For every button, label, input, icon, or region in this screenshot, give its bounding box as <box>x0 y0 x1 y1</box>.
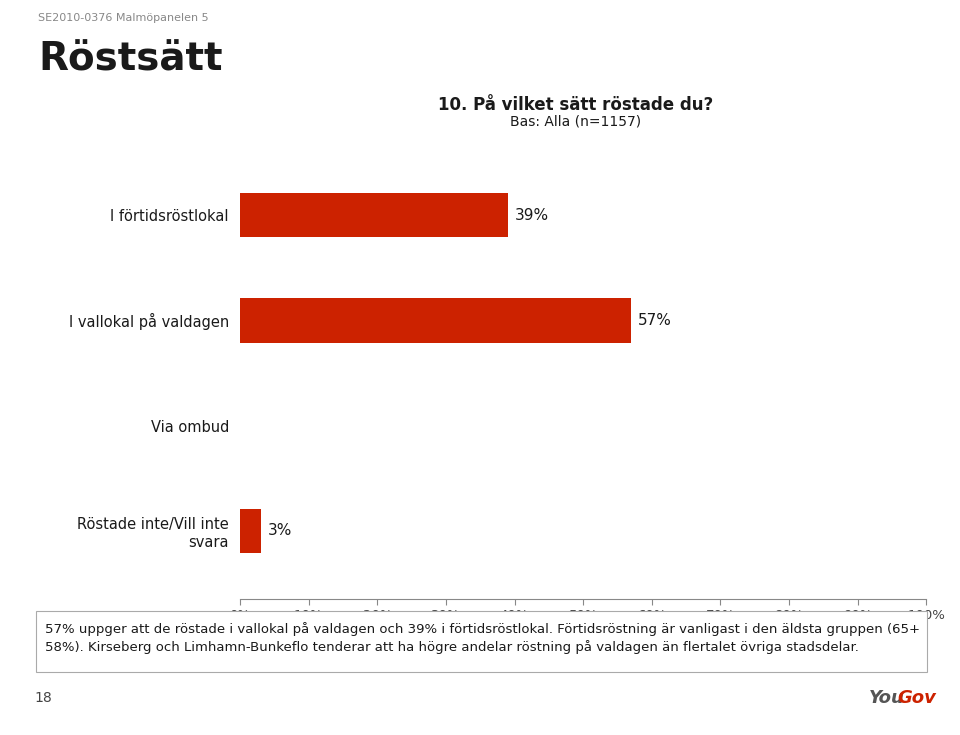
Text: Bas: Alla (n=1157): Bas: Alla (n=1157) <box>511 115 641 129</box>
Text: 3%: 3% <box>268 523 292 538</box>
Text: 10. På vilket sätt röstade du?: 10. På vilket sätt röstade du? <box>439 96 713 114</box>
FancyBboxPatch shape <box>36 612 927 672</box>
Bar <box>240 298 632 343</box>
Bar <box>240 193 508 237</box>
Bar <box>240 509 260 553</box>
Text: Röstsätt: Röstsätt <box>38 40 223 79</box>
Text: 39%: 39% <box>515 208 549 223</box>
Text: You: You <box>869 689 904 707</box>
Text: 57%: 57% <box>638 313 672 328</box>
Text: Gov: Gov <box>898 689 936 707</box>
Text: 57% uppger att de röstade i vallokal på valdagen och 39% i förtidsröstlokal. För: 57% uppger att de röstade i vallokal på … <box>45 622 921 654</box>
Text: 18: 18 <box>35 691 52 705</box>
Text: SE2010-0376 Malmöpanelen 5: SE2010-0376 Malmöpanelen 5 <box>38 13 209 24</box>
